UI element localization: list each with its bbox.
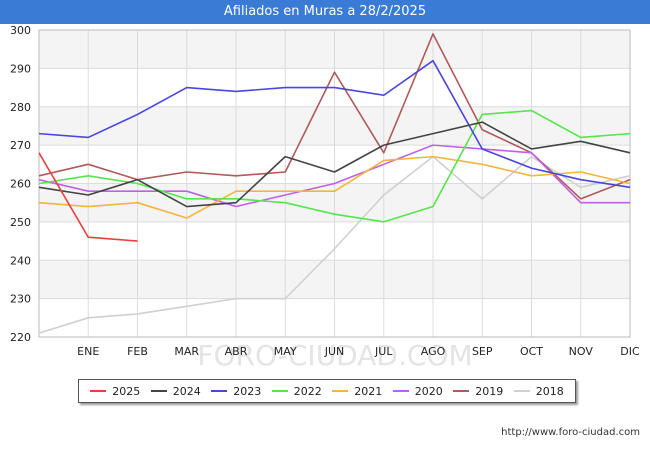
series-line-2024: [38, 121, 631, 208]
legend-swatch: [513, 390, 530, 392]
legend-label: 2018: [535, 384, 564, 398]
grid: [38, 29, 631, 338]
y-tick-label: 220: [10, 331, 31, 344]
legend-swatch: [271, 390, 288, 392]
legend-swatch: [211, 390, 228, 392]
legend-swatch: [392, 390, 409, 392]
x-tick-label: SEP: [472, 345, 493, 358]
legend-swatch: [90, 390, 107, 392]
x-tick-label: DIC: [620, 345, 640, 358]
x-tick-label: ENE: [77, 345, 99, 358]
x-tick-label: JUL: [374, 345, 393, 358]
series-line-2025: [38, 152, 138, 242]
watermark: FORO-CIUDAD.COM: [197, 339, 472, 372]
x-tick-label: OCT: [520, 345, 543, 358]
series-line-2018: [38, 155, 631, 334]
y-tick-label: 300: [10, 24, 31, 37]
legend-label: 2022: [293, 384, 322, 398]
legend-label: 2020: [414, 384, 443, 398]
legend-swatch: [332, 390, 349, 392]
legend-label: 2024: [172, 384, 201, 398]
legend-swatch: [150, 390, 167, 392]
y-tick-label: 250: [10, 216, 31, 229]
legend: 2025 2024 2023 2022 2021 2020 2019 2018: [78, 379, 576, 403]
legend-item-2025: 2025: [90, 385, 140, 398]
legend-item-2022: 2022: [271, 384, 322, 398]
source-url[interactable]: http://www.foro-ciudad.com: [501, 427, 640, 438]
x-tick-label: FEB: [127, 345, 148, 358]
legend-swatch: [453, 390, 470, 392]
x-tick-label: ABR: [225, 345, 248, 358]
y-tick-label: 260: [10, 178, 31, 191]
series-line-2020: [38, 144, 630, 208]
legend-item-2021: 2021: [332, 385, 382, 398]
x-tick-label: NOV: [569, 345, 594, 358]
y-tick-label: 290: [10, 62, 31, 75]
legend-item-2018: 2018: [513, 384, 564, 398]
y-axis-ticks: 220 230 240 250 260 270 280 290 300: [10, 24, 31, 344]
chart-title: Afiliados en Muras a 28/2/2025: [0, 0, 650, 24]
series-lines: [38, 33, 631, 334]
x-tick-label: MAR: [174, 345, 199, 358]
series-line-2022: [38, 109, 631, 223]
series-line-2023: [38, 59, 631, 189]
series-line-2021: [38, 155, 631, 219]
x-axis-ticks: ENE FEB MAR ABR MAY JUN JUL AGO SEP OCT NOV DIC: [77, 345, 640, 358]
y-tick-label: 240: [10, 254, 31, 267]
legend-label: 2025: [112, 384, 141, 398]
legend-label: 2021: [354, 384, 383, 398]
y-tick-label: 270: [10, 139, 31, 152]
legend-item-2023: 2023: [211, 385, 261, 398]
x-tick-label: AGO: [421, 345, 446, 358]
x-tick-label: JUN: [324, 345, 345, 358]
legend-item-2019: 2019: [453, 385, 503, 398]
legend-label: 2023: [233, 384, 262, 398]
legend-label: 2019: [475, 384, 504, 398]
x-tick-label: MAY: [274, 345, 297, 358]
y-tick-label: 280: [10, 101, 31, 114]
legend-item-2024: 2024: [150, 384, 201, 398]
legend-item-2020: 2020: [392, 384, 443, 398]
y-tick-label: 230: [10, 293, 31, 306]
